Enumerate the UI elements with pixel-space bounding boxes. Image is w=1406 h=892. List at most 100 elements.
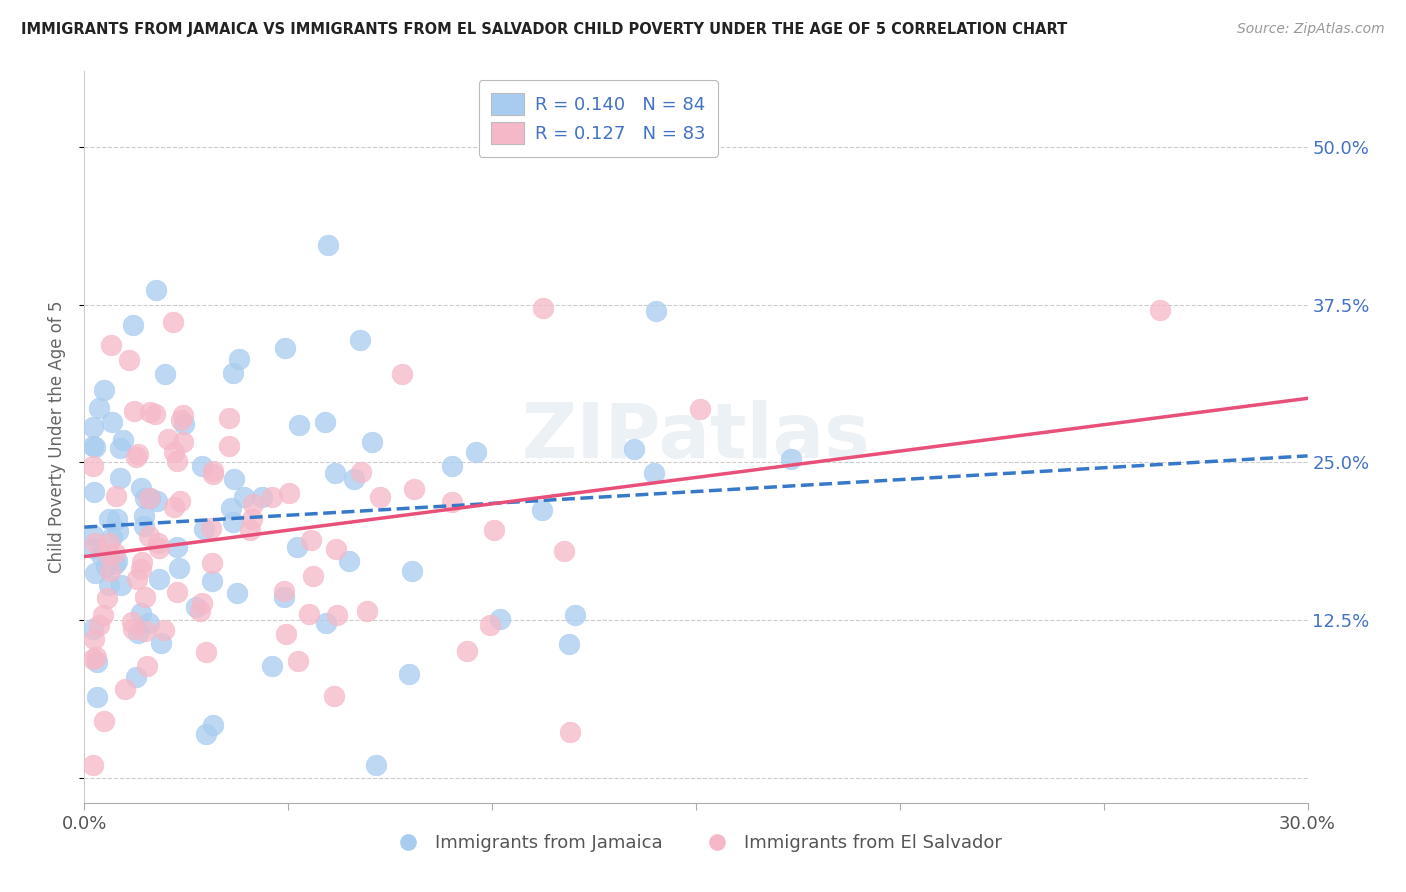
Point (89, 401, 111, 415)
Point (464, 445, 486, 459)
Point (94, 559, 117, 574)
Point (273, 583, 295, 598)
Point (90, 548, 112, 562)
Point (343, 472, 366, 486)
Point (531, 301, 554, 316)
Point (222, 366, 245, 380)
Point (153, 623, 176, 637)
Text: Source: ZipAtlas.com: Source: ZipAtlas.com (1237, 22, 1385, 37)
Point (163, 500, 186, 514)
Point (401, 564, 423, 578)
Point (153, 367, 176, 381)
Point (125, 450, 148, 464)
Point (96, 591, 118, 605)
Point (149, 636, 172, 650)
Point (84, 650, 107, 665)
Point (191, 458, 214, 473)
Point (91, 608, 114, 623)
Point (104, 557, 127, 571)
Point (274, 341, 297, 355)
Point (218, 439, 240, 453)
Point (114, 682, 136, 697)
Point (184, 600, 207, 615)
Point (172, 408, 194, 422)
Point (86, 656, 108, 670)
Point (219, 500, 242, 515)
Point (89, 618, 111, 632)
Point (97, 536, 120, 550)
Point (288, 417, 311, 432)
Point (118, 352, 141, 367)
Point (440, 458, 463, 473)
Point (242, 497, 264, 511)
Point (162, 315, 184, 329)
Point (156, 432, 179, 446)
Point (479, 618, 502, 632)
Point (240, 512, 263, 526)
Point (250, 490, 273, 504)
Point (129, 562, 152, 576)
Point (97, 578, 120, 592)
Point (224, 472, 246, 486)
Point (84, 535, 107, 549)
Point (112, 433, 135, 447)
Point (131, 555, 153, 569)
Point (456, 644, 478, 658)
Point (127, 447, 149, 461)
Point (361, 435, 384, 450)
Point (97, 547, 120, 561)
Point (188, 605, 211, 619)
Point (558, 637, 581, 651)
Point (643, 466, 665, 480)
Point (173, 417, 195, 432)
Point (127, 572, 149, 586)
Point (287, 654, 309, 668)
Point (129, 481, 152, 495)
Point (404, 482, 426, 496)
Point (105, 512, 128, 526)
Point (145, 407, 167, 421)
Point (166, 585, 188, 599)
Point (93, 714, 115, 728)
Point (82, 623, 104, 637)
Point (138, 529, 160, 543)
Point (169, 413, 191, 427)
Point (145, 283, 167, 297)
Point (228, 352, 250, 367)
Point (314, 415, 336, 429)
Point (172, 435, 194, 450)
Point (202, 718, 225, 732)
Point (169, 494, 191, 508)
Point (391, 367, 413, 381)
Point (350, 465, 373, 479)
Point (101, 530, 124, 544)
Point (302, 568, 325, 582)
Point (225, 586, 247, 600)
Point (202, 467, 225, 481)
Point (83, 485, 105, 500)
Point (132, 518, 155, 533)
Point (134, 491, 156, 506)
Point (623, 442, 645, 457)
Text: ZIPatlas: ZIPatlas (522, 401, 870, 474)
Point (484, 523, 506, 537)
Point (148, 541, 170, 555)
Point (278, 486, 301, 500)
Point (110, 470, 132, 484)
Point (107, 524, 129, 539)
Legend: Immigrants from Jamaica, Immigrants from El Salvador: Immigrants from Jamaica, Immigrants from… (382, 827, 1010, 860)
Point (134, 591, 156, 605)
Point (299, 533, 322, 547)
Point (93, 383, 115, 397)
Point (558, 725, 581, 739)
Point (139, 491, 162, 505)
Point (98, 564, 121, 578)
Point (273, 591, 295, 605)
Point (82, 459, 104, 474)
Point (82, 541, 104, 556)
Point (82, 758, 104, 772)
Point (274, 627, 297, 641)
Point (222, 515, 245, 529)
Point (136, 659, 159, 673)
Point (326, 607, 349, 622)
